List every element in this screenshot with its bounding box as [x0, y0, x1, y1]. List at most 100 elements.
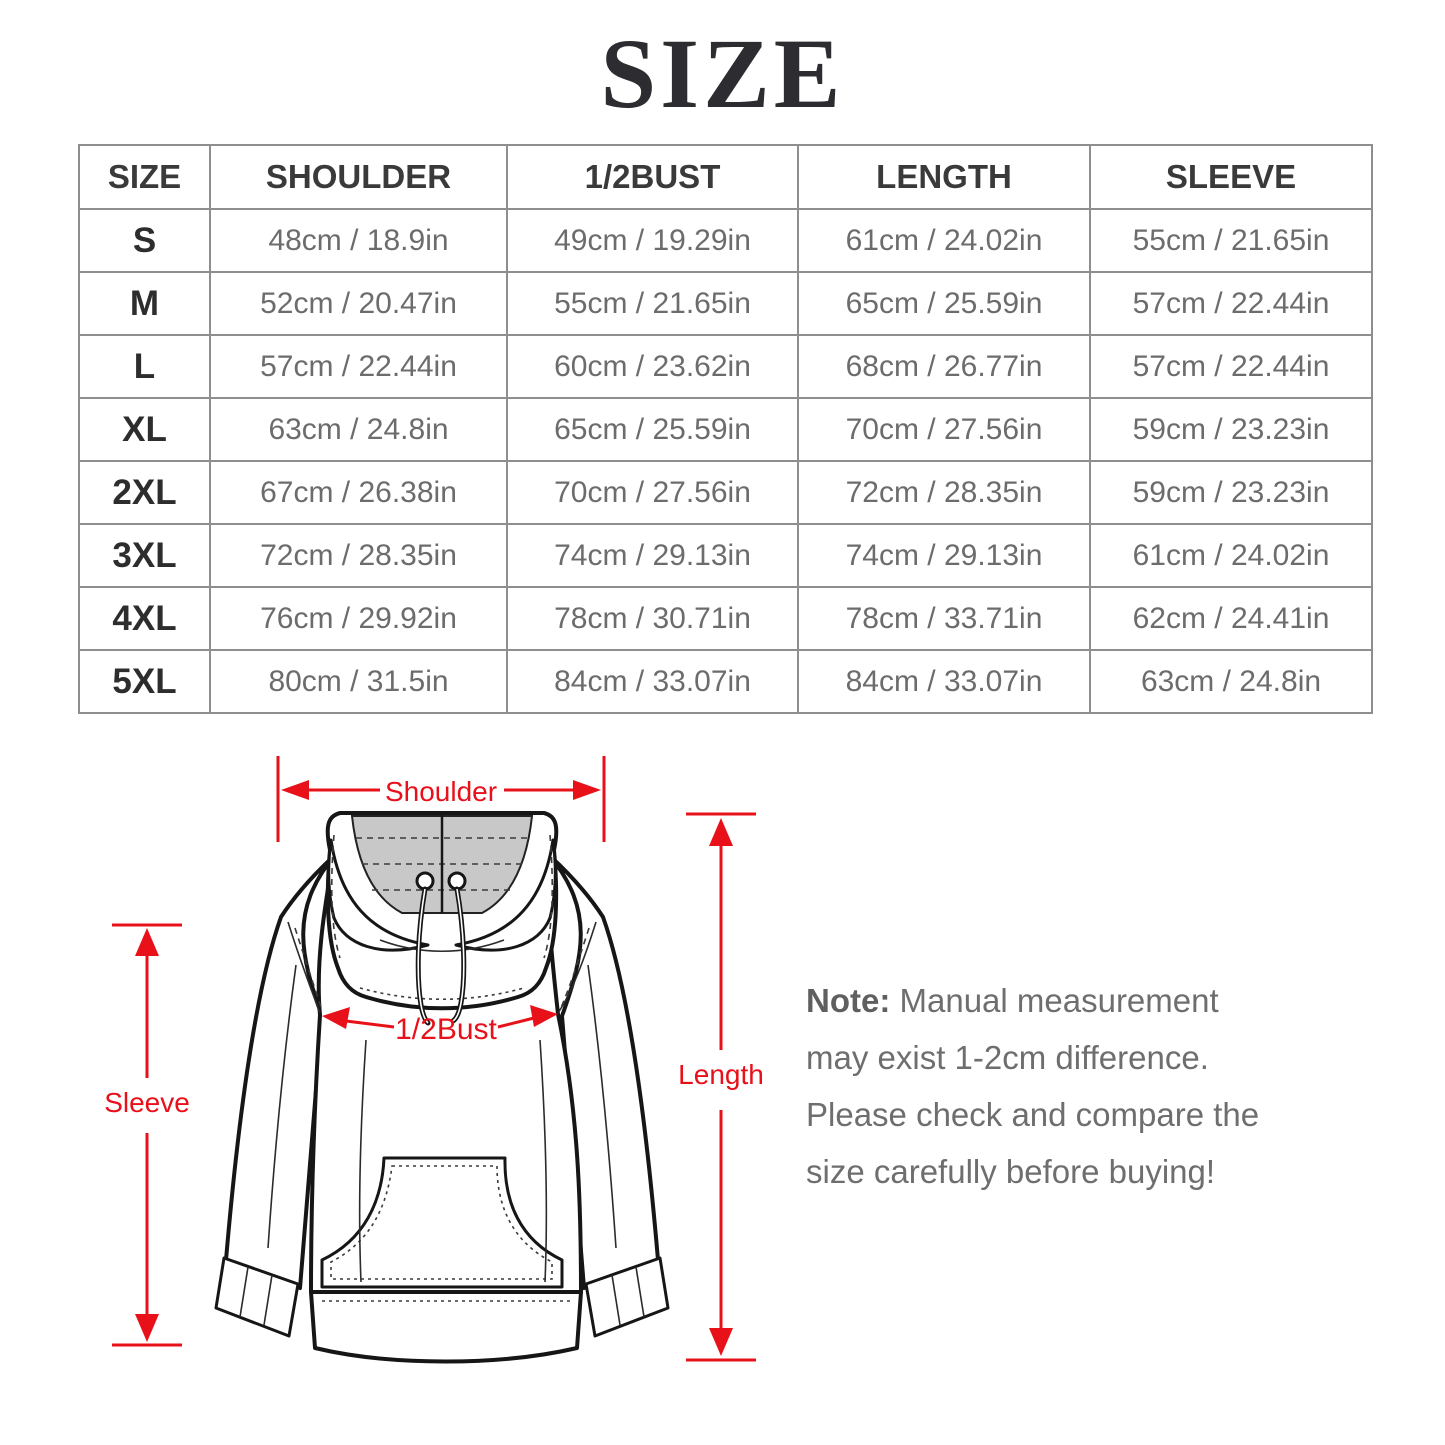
length-up-arrowhead: [709, 818, 733, 846]
hood: [325, 811, 559, 1026]
shoulder-label: Shoulder: [385, 776, 497, 807]
right-drawstring: [450, 886, 467, 1024]
length-label: Length: [678, 1059, 764, 1090]
measurement-cell: 72cm / 28.35in: [797, 460, 1091, 525]
size-cell: 3XL: [78, 523, 211, 588]
table-row: 3XL 72cm / 28.35in 74cm / 29.13in 74cm /…: [78, 523, 1373, 588]
measurement-cell: 74cm / 29.13in: [506, 523, 799, 588]
measurement-cell: 65cm / 25.59in: [506, 397, 799, 462]
measurement-cell: 70cm / 27.56in: [506, 460, 799, 525]
size-cell: S: [78, 208, 211, 273]
bust-arrow-line: [345, 1016, 535, 1029]
measurement-cell: 68cm / 26.77in: [797, 334, 1091, 399]
measurement-note: Note: Manual measurement may exist 1-2cm…: [806, 972, 1281, 1200]
table-row: 4XL 76cm / 29.92in 78cm / 30.71in 78cm /…: [78, 586, 1373, 651]
size-table: SIZE SHOULDER 1/2BUST LENGTH SLEEVE S 48…: [78, 144, 1373, 714]
right-drawstring-highlight: [452, 888, 465, 1022]
hood-edge-stitching: [330, 834, 554, 959]
hood-outer: [325, 811, 559, 1011]
left-drawstring: [415, 886, 431, 1026]
right-sleeve: [548, 854, 660, 1290]
hem-band: [309, 1290, 583, 1364]
right-cuff: [584, 1256, 670, 1338]
bust-right-arrowhead: [530, 1005, 558, 1027]
left-drawstring-highlight: [417, 888, 429, 1024]
measurement-cell: 63cm / 24.8in: [1089, 649, 1373, 714]
collar-stitching: [359, 987, 525, 1000]
measurement-cell: 76cm / 29.92in: [209, 586, 508, 651]
measurement-cell: 74cm / 29.13in: [797, 523, 1091, 588]
bust-left-arrowhead: [322, 1007, 350, 1029]
measurement-cell: 78cm / 33.71in: [797, 586, 1091, 651]
measurement-cell: 57cm / 22.44in: [1089, 334, 1373, 399]
measurement-cell: 67cm / 26.38in: [209, 460, 508, 525]
half-bust-dimension: 1/2Bust: [322, 1005, 558, 1046]
sleeve-down-arrowhead: [135, 1314, 159, 1342]
column-header-size: SIZE: [78, 144, 211, 210]
table-row: M 52cm / 20.47in 55cm / 21.65in 65cm / 2…: [78, 271, 1373, 336]
column-header-sleeve: SLEEVE: [1089, 144, 1373, 210]
shoulder-dimension: Shoulder: [276, 756, 606, 842]
kangaroo-pocket: [320, 1156, 564, 1289]
hood-fold-right: [454, 838, 557, 952]
column-header-length: LENGTH: [797, 144, 1091, 210]
measurement-cell: 60cm / 23.62in: [506, 334, 799, 399]
shoulder-left-arrowhead: [281, 780, 309, 800]
note-label: Note:: [806, 982, 891, 1019]
table-header-row: SIZE SHOULDER 1/2BUST LENGTH SLEEVE: [78, 144, 1373, 210]
sleeve-creases: [267, 964, 617, 1249]
size-cell: XL: [78, 397, 211, 462]
half-bust-label: 1/2Bust: [395, 1013, 497, 1046]
column-header-shoulder: SHOULDER: [209, 144, 508, 210]
measurement-cell: 63cm / 24.8in: [209, 397, 508, 462]
table-row: 2XL 67cm / 26.38in 70cm / 27.56in 72cm /…: [78, 460, 1373, 525]
size-cell: 4XL: [78, 586, 211, 651]
note-text: Manual measurement may exist 1-2cm diffe…: [806, 982, 1260, 1190]
shoulder-right-arrowhead: [573, 780, 601, 800]
size-cell: 2XL: [78, 460, 211, 525]
measurement-cell: 57cm / 22.44in: [1089, 271, 1373, 336]
measurement-cell: 59cm / 23.23in: [1089, 397, 1373, 462]
armhole-seams: [287, 921, 597, 1014]
measurement-cell: 49cm / 19.29in: [506, 208, 799, 273]
measurement-cell: 70cm / 27.56in: [797, 397, 1091, 462]
length-extent-bars: [686, 812, 756, 1362]
measurement-cell: 84cm / 33.07in: [797, 649, 1091, 714]
measurement-cell: 84cm / 33.07in: [506, 649, 799, 714]
right-eyelet: [447, 871, 467, 891]
measurement-cell: 61cm / 24.02in: [797, 208, 1091, 273]
sleeve-dimension: Sleeve: [104, 923, 190, 1347]
column-header-halfbust: 1/2BUST: [506, 144, 799, 210]
table-row: 5XL 80cm / 31.5in 84cm / 33.07in 84cm / …: [78, 649, 1373, 714]
sleeve-extent-bars: [112, 923, 182, 1347]
measurement-cell: 78cm / 30.71in: [506, 586, 799, 651]
size-cell: M: [78, 271, 211, 336]
body: [309, 835, 583, 1294]
table-row: XL 63cm / 24.8in 65cm / 25.59in 70cm / 2…: [78, 397, 1373, 462]
left-sleeve: [224, 854, 336, 1290]
left-cuff: [214, 1256, 300, 1338]
hood-fold-left: [327, 838, 430, 952]
sleeve-label: Sleeve: [104, 1087, 190, 1118]
measurement-cell: 61cm / 24.02in: [1089, 523, 1373, 588]
table-row: L 57cm / 22.44in 60cm / 23.62in 68cm / 2…: [78, 334, 1373, 399]
shoulder-extent-bars: [276, 756, 606, 842]
hood-lining-seams: [356, 837, 528, 891]
measurement-cell: 62cm / 24.41in: [1089, 586, 1373, 651]
page-title: SIZE: [600, 18, 845, 129]
measurement-cell: 59cm / 23.23in: [1089, 460, 1373, 525]
measurement-cell: 65cm / 25.59in: [797, 271, 1091, 336]
collar-fold-line: [379, 939, 505, 953]
armhole-stitching: [294, 927, 590, 1011]
length-dimension: Length: [678, 812, 764, 1362]
measurement-cell: 52cm / 20.47in: [209, 271, 508, 336]
hood-lining: [350, 815, 534, 914]
measurement-cell: 80cm / 31.5in: [209, 649, 508, 714]
size-cell: L: [78, 334, 211, 399]
pocket-stitching: [330, 1165, 553, 1280]
left-cuff-ribs: [239, 1266, 273, 1326]
sleeve-up-arrowhead: [135, 928, 159, 956]
measurement-cell: 57cm / 22.44in: [209, 334, 508, 399]
right-cuff-ribs: [611, 1266, 645, 1326]
